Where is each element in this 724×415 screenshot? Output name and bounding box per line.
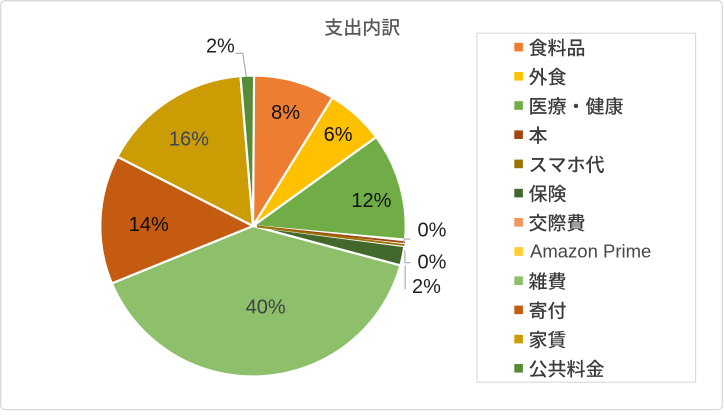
svg-text:2%: 2% <box>412 276 441 298</box>
svg-text:8%: 8% <box>271 102 300 124</box>
svg-text:0%: 0% <box>418 220 447 242</box>
svg-text:40%: 40% <box>246 296 286 318</box>
svg-text:14%: 14% <box>129 214 169 236</box>
svg-text:2%: 2% <box>206 36 235 58</box>
svg-text:12%: 12% <box>351 190 391 212</box>
svg-text:16%: 16% <box>169 129 209 151</box>
svg-text:Amazon Prime: Amazon Prime <box>530 240 651 261</box>
svg-text:0%: 0% <box>418 252 447 274</box>
svg-text:6%: 6% <box>324 124 353 146</box>
